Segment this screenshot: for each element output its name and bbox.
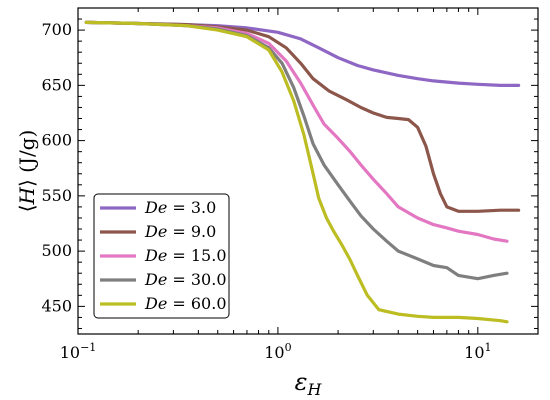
x-axis-label: εH <box>295 368 323 399</box>
y-tick-label: 450 <box>41 296 72 315</box>
y-tick-label: 550 <box>41 186 72 205</box>
x-tick-label: 100 <box>264 341 291 362</box>
svg-text:⟨H⟩ (J/g): ⟨H⟩ (J/g) <box>15 130 39 213</box>
plot-frame <box>77 7 539 335</box>
y-axis: 450 500 550 600 650 700 <box>41 18 538 329</box>
legend-entry-0: De = 3.0 <box>144 198 216 217</box>
x-tick-label: 10−1 <box>60 341 97 362</box>
legend: De = 3.0 De = 9.0 De = 15.0 De = 30.0 De = 6… <box>93 193 230 319</box>
series-line-2 <box>84 20 509 243</box>
legend-entry-3: De = 30.0 <box>144 270 227 289</box>
legend-entry-1: De = 9.0 <box>144 222 216 241</box>
y-axis-label: ⟨H⟩ (J/g) <box>15 130 39 213</box>
y-tick-label: 650 <box>41 75 72 94</box>
plot-lines <box>84 20 521 324</box>
x-tick-label: 101 <box>464 341 491 362</box>
legend-box <box>93 193 230 319</box>
series-line-0 <box>84 20 521 87</box>
y-tick-label: 500 <box>41 241 72 260</box>
y-tick-label: 700 <box>41 20 72 39</box>
series-line-1 <box>84 20 521 213</box>
legend-entry-2: De = 15.0 <box>144 246 227 265</box>
legend-entry-4: De = 60.0 <box>144 294 227 313</box>
y-tick-label: 600 <box>41 131 72 150</box>
x-axis: 10−1 100 101 <box>60 8 539 362</box>
series-line-4 <box>84 20 509 324</box>
